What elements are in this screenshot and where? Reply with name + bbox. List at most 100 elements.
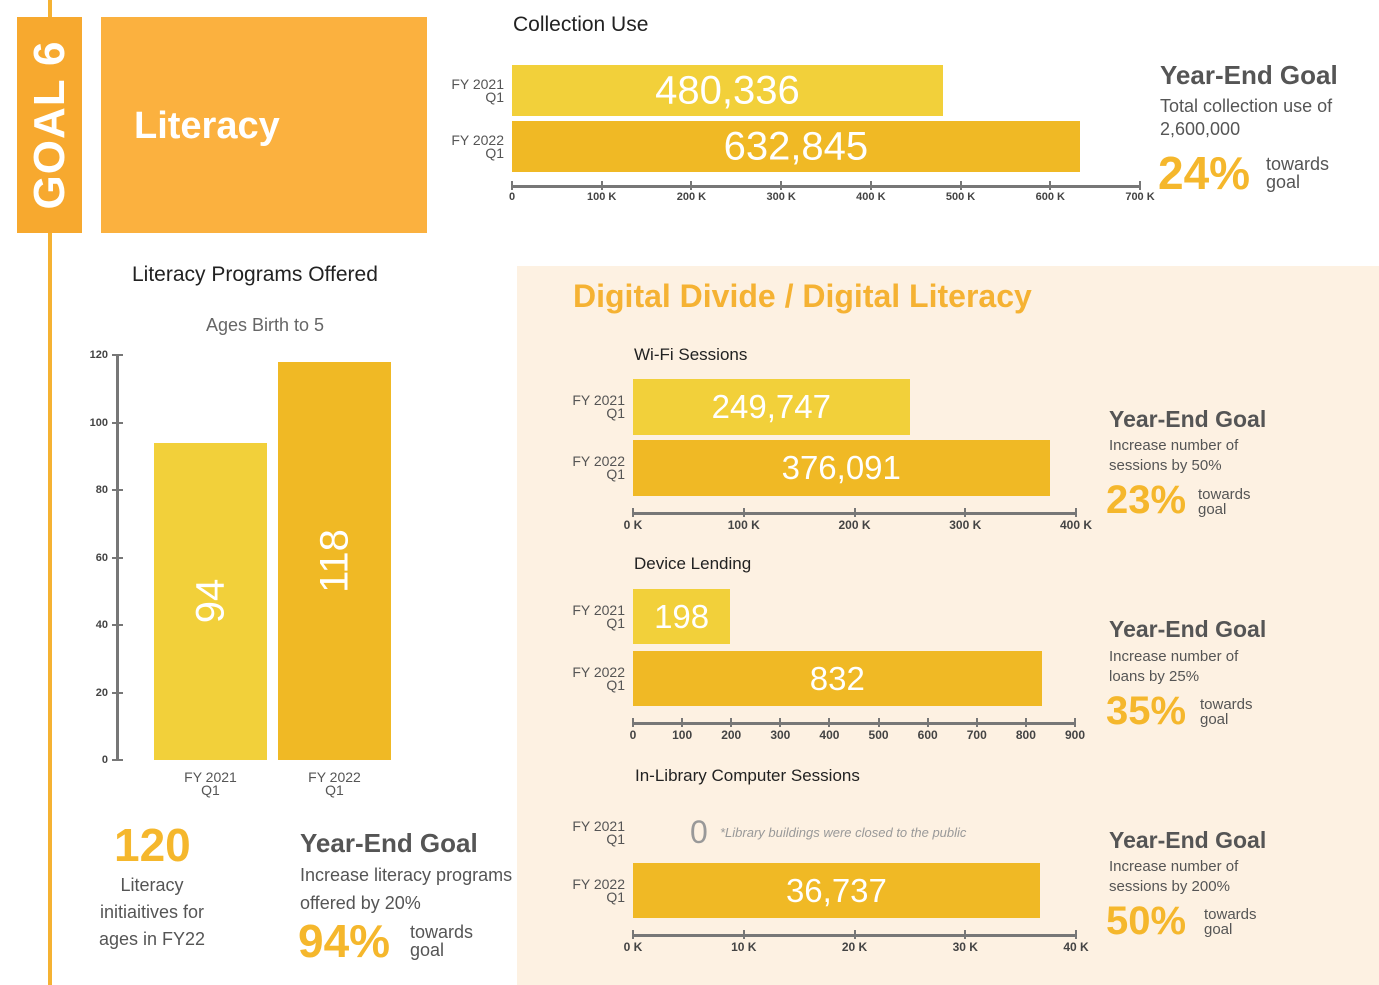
programs-big-number: 120 [114, 819, 191, 871]
device-tick-mark [975, 718, 978, 727]
device-tick-mark [681, 718, 684, 727]
device-tick-mark [632, 718, 634, 727]
wifi-bar-value-label: 376,091 [781, 449, 901, 486]
programs-tick-mark [112, 624, 123, 626]
programs-bar-value-label: 94 [188, 579, 232, 624]
device-goal-pct: 35% [1106, 689, 1187, 733]
collection-tick-mark [1049, 181, 1052, 190]
collection-tick-mark [690, 181, 693, 190]
programs-tick-mark [112, 691, 123, 694]
programs-towards-goal: towards goal [410, 922, 474, 960]
computer-tick-label: 30 K [952, 940, 978, 954]
collection-tick-label: 0 [508, 191, 516, 203]
computer-closed-note: *Library buildings were closed to the pu… [720, 825, 967, 840]
device-tick-label: 900 [1064, 728, 1086, 742]
programs-tick-label: 80 [95, 484, 108, 496]
programs-tick-label: 0 [101, 754, 108, 766]
wifi-tick-mark [1075, 508, 1077, 517]
wifi-tick-label: 400 K [1059, 518, 1093, 532]
collection-tick-label: 400 K [856, 191, 886, 203]
programs-tick-label: 40 [95, 619, 108, 631]
device-category-label: FY 2021 Q1 [572, 601, 625, 631]
collection-tick-mark [511, 181, 513, 190]
wifi-tick-label: 300 K [949, 518, 982, 532]
collection-tick-mark [780, 181, 783, 190]
device-tick-mark [877, 718, 880, 727]
device-towards-goal: towards goal [1200, 696, 1253, 728]
computer-tick-mark [964, 930, 967, 939]
device-tick-label: 800 [1015, 728, 1036, 742]
programs-category-label: FY 2022 Q1 [308, 769, 361, 798]
collection-tick-label: 100 K [587, 191, 617, 203]
computer-category-label: FY 2022 Q1 [572, 875, 625, 905]
wifi-bar [633, 440, 1050, 496]
wifi-bar-value-label: 249,747 [711, 388, 831, 425]
collection-x-axis [512, 185, 1140, 188]
device-bar [633, 651, 1042, 706]
wifi-tick-mark [853, 508, 856, 517]
collection-tick-label: 700 K [1125, 191, 1155, 203]
wifi-category-label: FY 2022 Q1 [572, 453, 625, 482]
wifi-tick-label: 100 K [727, 518, 760, 532]
computer-towards-goal: towards goal [1204, 906, 1257, 938]
computer-goal-heading: Year-End Goal [1109, 827, 1267, 853]
collection-tick-label: 500 K [945, 191, 976, 203]
wifi-tick-mark [632, 508, 634, 517]
wifi-tick-label: 0 K [623, 518, 643, 532]
computer-tick-mark [1075, 930, 1077, 939]
computer-chart-title: In-Library Computer Sessions [635, 766, 860, 785]
programs-tick-label: 60 [95, 551, 108, 564]
programs-tick-mark [112, 759, 123, 761]
digital-section-title: Digital Divide / Digital Literacy [573, 278, 1032, 314]
device-tick-label: 500 [868, 728, 889, 742]
computer-category-label: FY 2021 Q1 [572, 817, 625, 847]
collection-bar-value-label: 480,336 [655, 68, 800, 112]
wifi-tick-mark [964, 508, 967, 517]
device-tick-label: 600 [917, 728, 938, 742]
collection-goal-heading: Year-End Goal [1160, 60, 1338, 90]
programs-goal-heading: Year-End Goal [300, 828, 478, 858]
collection-chart-title: Collection Use [513, 13, 649, 36]
device-goal-heading: Year-End Goal [1109, 616, 1267, 642]
programs-tick-label: 20 [95, 686, 108, 699]
device-bar-value-label: 198 [654, 597, 710, 635]
device-category-label: FY 2022 Q1 [572, 663, 625, 693]
device-goal-desc: Increase number of loans by 25% [1109, 648, 1239, 685]
computer-tick-mark [853, 930, 856, 939]
device-bar [633, 589, 731, 644]
collection-towards-goal: towards goal [1266, 154, 1330, 192]
collection-category-label: FY 2022 Q1 [451, 131, 504, 161]
wifi-category-label: FY 2021 Q1 [572, 392, 625, 421]
collection-bar-value-label: 632,845 [723, 124, 869, 168]
wifi-goal-desc: Increase number of sessions by 50% [1109, 437, 1239, 474]
wifi-chart-title: Wi-Fi Sessions [634, 345, 748, 364]
device-tick-mark [828, 718, 831, 727]
programs-tick-label: 100 [89, 416, 108, 429]
wifi-goal-heading: Year-End Goal [1109, 406, 1267, 432]
collection-goal-pct: 24% [1158, 147, 1251, 199]
collection-tick-mark [869, 181, 872, 190]
device-tick-mark [926, 718, 929, 727]
programs-tick-mark [112, 354, 123, 356]
programs-goal-desc: Increase literacy programs offered by 20… [300, 865, 513, 913]
programs-bar [154, 442, 267, 760]
device-tick-label: 300 [770, 728, 791, 742]
device-tick-label: 200 [721, 728, 742, 742]
device-tick-label: 700 [966, 728, 987, 742]
computer-bar [633, 863, 1040, 918]
programs-tick-label: 120 [89, 349, 108, 361]
goal-title-box: Literacy [101, 17, 427, 233]
programs-chart-subtitle: Ages Birth to 5 [206, 315, 325, 335]
collection-bar [512, 65, 943, 116]
device-x-axis [633, 722, 1075, 725]
collection-tick-mark [1139, 181, 1141, 190]
computer-zero-label: 0 [690, 814, 708, 850]
device-chart-title: Device Lending [634, 554, 752, 573]
collection-tick-label: 600 K [1035, 191, 1065, 203]
wifi-tick-label: 200 K [838, 518, 871, 532]
programs-goal-pct: 94% [298, 915, 391, 967]
computer-tick-mark [742, 930, 745, 939]
computer-goal-pct: 50% [1106, 899, 1187, 943]
collection-tick-mark [959, 181, 962, 190]
device-bar-value-label: 832 [809, 659, 865, 697]
